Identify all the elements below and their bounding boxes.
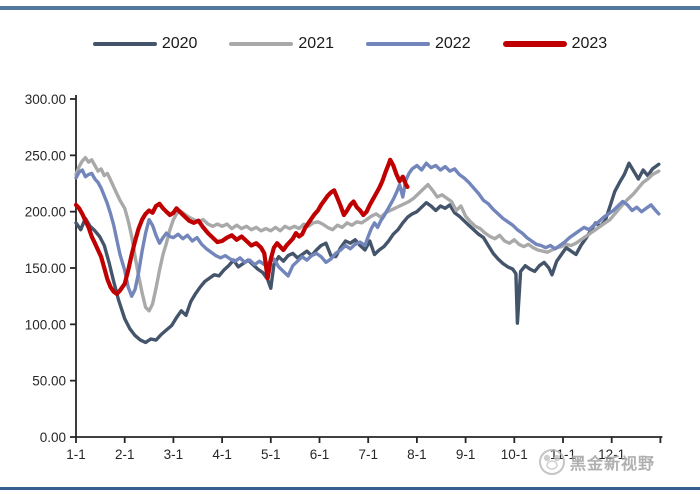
series-line-2022 bbox=[74, 161, 661, 298]
series-line-2023 bbox=[73, 157, 410, 296]
y-axis-label: 300.00 bbox=[25, 92, 66, 107]
top-border-line bbox=[0, 6, 700, 10]
legend-swatch-2023 bbox=[502, 41, 567, 47]
y-axis-label: 50.00 bbox=[32, 374, 66, 389]
y-axis-label: 0.00 bbox=[40, 430, 66, 445]
chart-legend: 2020 2021 2022 2023 bbox=[0, 33, 700, 55]
legend-item-2020: 2020 bbox=[92, 35, 198, 52]
x-axis-label: 10-1 bbox=[501, 447, 528, 462]
x-axis-label: 1-1 bbox=[66, 447, 86, 462]
series-line-2021 bbox=[74, 155, 661, 313]
legend-label-2021: 2021 bbox=[298, 35, 334, 52]
y-axis-label: 150.00 bbox=[25, 261, 66, 276]
legend-swatch-2021 bbox=[229, 41, 294, 47]
x-axis-label: 5-1 bbox=[261, 447, 281, 462]
x-axis-label: 4-1 bbox=[212, 447, 232, 462]
y-axis-label: 200.00 bbox=[25, 205, 66, 220]
x-axis-label: 11-1 bbox=[550, 447, 576, 462]
legend-swatch-2022 bbox=[366, 41, 430, 47]
x-axis-label: 6-1 bbox=[310, 447, 330, 462]
legend-label-2023: 2023 bbox=[571, 35, 608, 52]
legend-item-2022: 2022 bbox=[366, 36, 471, 52]
legend-item-2021: 2021 bbox=[229, 36, 334, 52]
x-axis-label: 7-1 bbox=[358, 447, 378, 462]
x-axis-label: 3-1 bbox=[164, 447, 184, 462]
series-line-2020 bbox=[74, 161, 661, 345]
y-axis-label: 100.00 bbox=[25, 317, 66, 332]
x-axis-label: 9-1 bbox=[456, 447, 476, 462]
legend-label-2020: 2020 bbox=[161, 35, 198, 52]
y-axis-label: 250.00 bbox=[25, 148, 66, 163]
legend-swatch-2020 bbox=[92, 41, 157, 47]
legend-item-2023: 2023 bbox=[502, 35, 608, 52]
x-axis-label: 2-1 bbox=[115, 447, 135, 462]
x-axis-label: 12-1 bbox=[598, 447, 625, 462]
x-axis-label: 8-1 bbox=[407, 447, 427, 462]
bottom-border-line bbox=[0, 487, 700, 490]
legend-label-2022: 2022 bbox=[435, 35, 471, 52]
